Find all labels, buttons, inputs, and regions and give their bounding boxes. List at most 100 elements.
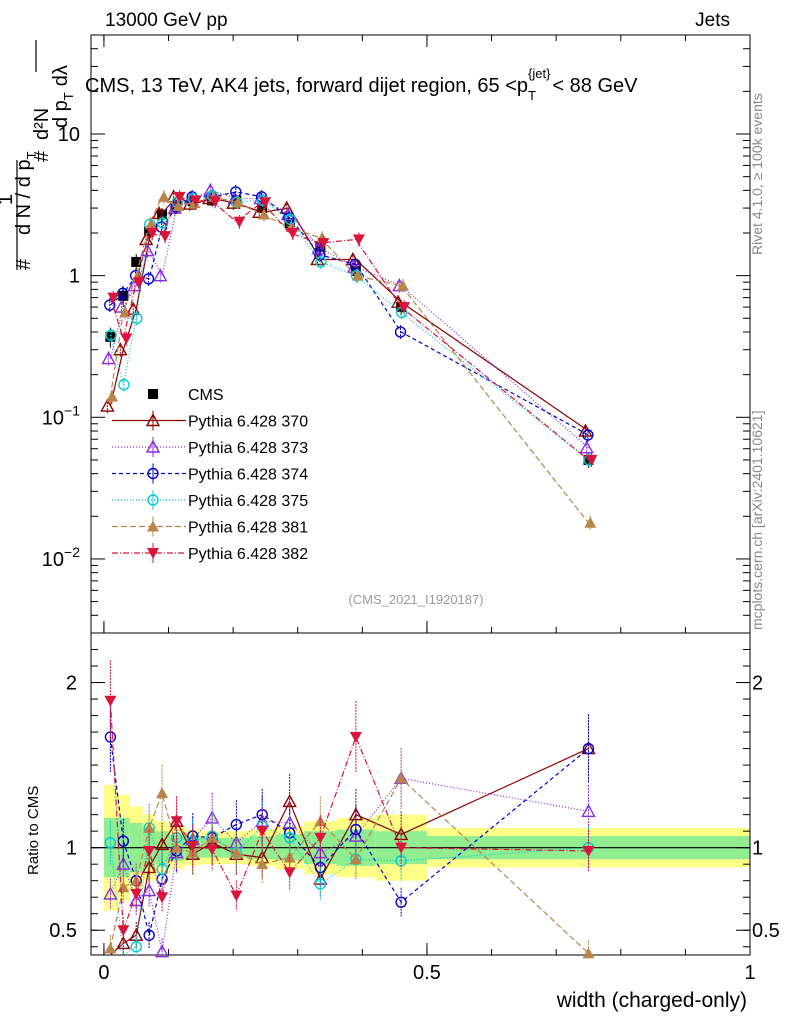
ratio-y-tick-label-right: 0.5 (752, 920, 780, 942)
main-point-pythia-6-428-370 (100, 398, 115, 412)
main-y-tick-label: 10−2 (42, 544, 80, 571)
ratio-y-tick-label: 2 (66, 673, 77, 695)
ratio-y-label: Ratio to CMS (25, 786, 42, 875)
main-point-pythia-6-428-382 (120, 333, 133, 345)
ylabel-sharp-2: # (31, 150, 53, 162)
legend-marker-pythia-6-428-370 (145, 413, 161, 427)
ratio-point-pythia-6-428-382 (582, 845, 595, 857)
main-point-pythia-6-428-374 (349, 258, 361, 271)
main-point-pythia-6-428-382 (233, 216, 246, 228)
ratio-point-pythia-6-428-381 (314, 815, 327, 827)
legend-label-cms: CMS (188, 387, 224, 404)
legend-label-pythia-6-428-374: Pythia 6.428 374 (188, 467, 308, 484)
main-point-pythia-6-428-382 (189, 195, 202, 207)
ratio-point-pythia-6-428-375 (104, 837, 117, 849)
ylabel-d2n: d²N (31, 108, 53, 140)
ratio-point-pythia-6-428-381 (170, 841, 183, 853)
svg-text:d pTdλ: d pTdλ (50, 65, 76, 128)
ylabel-one: 1 (0, 194, 17, 205)
main-point-pythia-6-428-374 (314, 249, 326, 261)
ratio-point-pythia-6-428-381 (104, 942, 117, 954)
legend-marker-pythia-6-428-382 (147, 548, 159, 559)
ratio-point-pythia-6-428-374 (395, 896, 407, 908)
ratio-point-pythia-6-428-381 (143, 821, 156, 833)
series-line-pythia-6-428-373 (109, 189, 589, 449)
main-point-pythia-6-428-381 (351, 269, 364, 281)
main-y-tick-label: 10−1 (42, 402, 80, 429)
ratio-point-pythia-6-428-375 (130, 941, 142, 953)
ratio-point-pythia-6-428-382 (130, 888, 143, 900)
main-point-pythia-6-428-373 (311, 241, 326, 255)
x-tick-label: 1 (744, 962, 755, 984)
ratio-point-pythia-6-428-375 (314, 878, 327, 890)
ylabel-sub-t: T (24, 151, 39, 159)
ratio-point-pythia-6-428-374 (582, 742, 595, 755)
ratio-point-pythia-6-428-382 (143, 845, 156, 857)
main-point-pythia-6-428-375 (156, 217, 169, 229)
main-point-pythia-6-428-381 (258, 208, 271, 220)
main-point-pythia-6-428-382 (173, 191, 186, 203)
main-point-pythia-6-428-375 (131, 312, 143, 324)
legend-label-pythia-6-428-370: Pythia 6.428 370 (188, 414, 308, 431)
series-line-pythia-6-428-374 (109, 191, 589, 436)
ratio-point-pythia-6-428-382 (117, 925, 130, 937)
ratio-point-pythia-6-428-382 (104, 695, 117, 707)
ratio-point-pythia-6-428-381 (395, 772, 408, 784)
header-right-title: Jets (695, 10, 730, 31)
main-point-pythia-6-428-382 (259, 197, 272, 209)
main-y-tick-label: 1 (69, 266, 80, 288)
main-point-pythia-6-428-373 (579, 440, 594, 454)
plot-frames (90, 34, 751, 956)
ratio-point-pythia-6-428-373 (141, 883, 157, 897)
ratio-frame (90, 632, 751, 956)
ratio-point-pythia-6-428-382 (314, 832, 327, 844)
chart-title: CMS, 13 TeV, AK4 jets, forward dijet reg… (85, 66, 638, 103)
x-tick-label: 0 (98, 962, 109, 984)
rivet-label: Rivet 4.1.0, ≥ 100k events (749, 93, 765, 255)
main-point-pythia-6-428-382 (133, 277, 146, 289)
chart-title-tail: < 88 GeV (552, 75, 638, 97)
main-frame (90, 34, 751, 634)
main-point-pythia-6-428-382 (398, 302, 411, 314)
main-point-pythia-6-428-381 (157, 190, 170, 202)
ratio-point-pythia-6-428-382 (170, 816, 183, 828)
ratio-point-pythia-6-428-370 (154, 836, 170, 851)
legend: CMS Pythia 6.428 370 Pythia 6.428 373 Pythi… (112, 387, 308, 563)
ratio-point-pythia-6-428-374 (104, 731, 117, 743)
main-point-cms (118, 290, 129, 301)
main-point-pythia-6-428-381 (172, 200, 185, 212)
main-point-pythia-6-428-382 (352, 234, 365, 246)
ylabel-dp-sub: T (61, 92, 76, 100)
ratio-point-pythia-6-428-382 (256, 826, 269, 838)
main-point-pythia-6-428-373 (203, 182, 218, 197)
ratio-y-tick-label-right: 1 (752, 838, 763, 860)
main-point-pythia-6-428-382 (209, 196, 222, 208)
main-point-pythia-6-428-374 (104, 299, 116, 311)
legend-label-pythia-6-428-375: Pythia 6.428 375 (188, 493, 308, 510)
legend-marker-pythia-6-428-381 (147, 520, 159, 532)
main-point-pythia-6-428-374 (283, 212, 295, 224)
main-point-pythia-6-428-370 (151, 205, 167, 220)
axis-ticks: 0 0.5 1 10−2 10−1 1 10 0.5 0.5 1 1 2 2 (42, 34, 780, 984)
header-left-title: 13000 GeV pp (105, 10, 228, 31)
main-point-pythia-6-428-373 (101, 351, 116, 365)
ratio-point-pythia-6-428-382 (395, 842, 408, 854)
ratio-y-tick-label-right: 2 (752, 673, 763, 695)
ratio-point-pythia-6-428-373 (103, 886, 118, 900)
legend-marker-pythia-6-428-373 (145, 439, 161, 453)
main-point-pythia-6-428-382 (159, 231, 172, 243)
ylabel-dlambda: dλ (50, 65, 72, 86)
main-point-pythia-6-428-375 (105, 329, 117, 341)
main-point-pythia-6-428-382 (585, 454, 598, 466)
ratio-line-pythia-6-428-375 (109, 825, 589, 957)
ratio-point-pythia-6-428-370 (116, 935, 131, 950)
ylabel-dp: d p (50, 100, 72, 128)
main-point-cms (131, 256, 142, 267)
ratio-point-pythia-6-428-382 (283, 867, 296, 879)
ratio-point-pythia-6-428-381 (349, 853, 362, 865)
ratio-point-pythia-6-428-381 (117, 881, 130, 893)
ratio-y-tick-label: 1 (66, 838, 77, 860)
main-point-pythia-6-428-381 (119, 306, 132, 318)
